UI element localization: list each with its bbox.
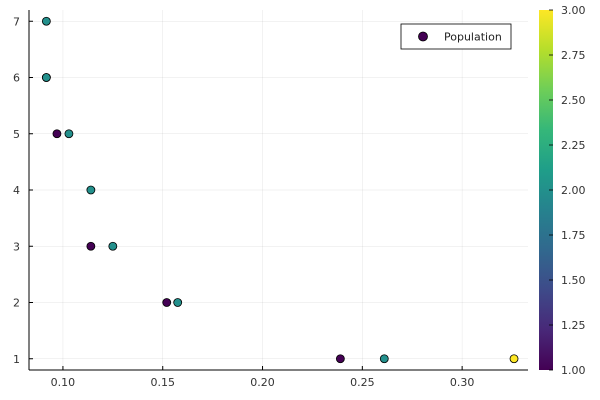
axes: 0.10 0.15 0.20 0.25 0.30 1 2 3 4 5 6 7: [13, 10, 528, 389]
grid: [29, 10, 528, 370]
colorbar-tick-label: 1.25: [561, 319, 586, 332]
data-point: [86, 241, 96, 251]
legend: Population: [400, 23, 512, 50]
y-tick-label: 6: [13, 72, 20, 85]
y-tick-label: 5: [13, 128, 20, 141]
legend-marker: [418, 31, 428, 42]
y-tick-label: 3: [13, 240, 20, 253]
data-points: [41, 16, 519, 364]
x-tick-label: 0.25: [350, 376, 375, 389]
colorbar-tick-label: 2.50: [561, 94, 586, 107]
x-tick-label: 0.15: [150, 376, 175, 389]
colorbar: 1.00 1.25 1.50 1.75 2.00 2.25 2.50 2.75 3.00: [539, 4, 586, 377]
data-point: [335, 354, 345, 364]
data-point: [379, 354, 389, 364]
data-point: [41, 73, 51, 82]
data-point: [52, 129, 62, 139]
data-point: [86, 185, 96, 195]
colorbar-tick-label: 2.00: [561, 184, 586, 197]
colorbar-tick-label: 3.00: [561, 4, 586, 17]
y-tick-label: 7: [13, 15, 20, 28]
data-point: [509, 354, 519, 364]
colorbar-tick-label: 2.75: [561, 49, 586, 62]
data-point: [108, 241, 118, 251]
data-point: [41, 16, 51, 26]
x-tick-label: 0.10: [51, 376, 76, 389]
x-tick-label: 0.30: [450, 376, 475, 389]
colorbar-tick-label: 2.25: [561, 139, 586, 152]
colorbar-tick-label: 1.75: [561, 229, 586, 242]
legend-label: Population: [444, 31, 502, 44]
y-tick-label: 4: [13, 184, 20, 197]
y-tick-label: 2: [13, 297, 20, 310]
data-point: [64, 129, 74, 139]
data-point: [173, 298, 183, 307]
data-point: [162, 298, 172, 307]
x-tick-label: 0.20: [250, 376, 275, 389]
y-tick-label: 1: [13, 353, 20, 366]
colorbar-tick-label: 1.00: [561, 364, 586, 377]
colorbar-tick-label: 1.50: [561, 274, 586, 287]
